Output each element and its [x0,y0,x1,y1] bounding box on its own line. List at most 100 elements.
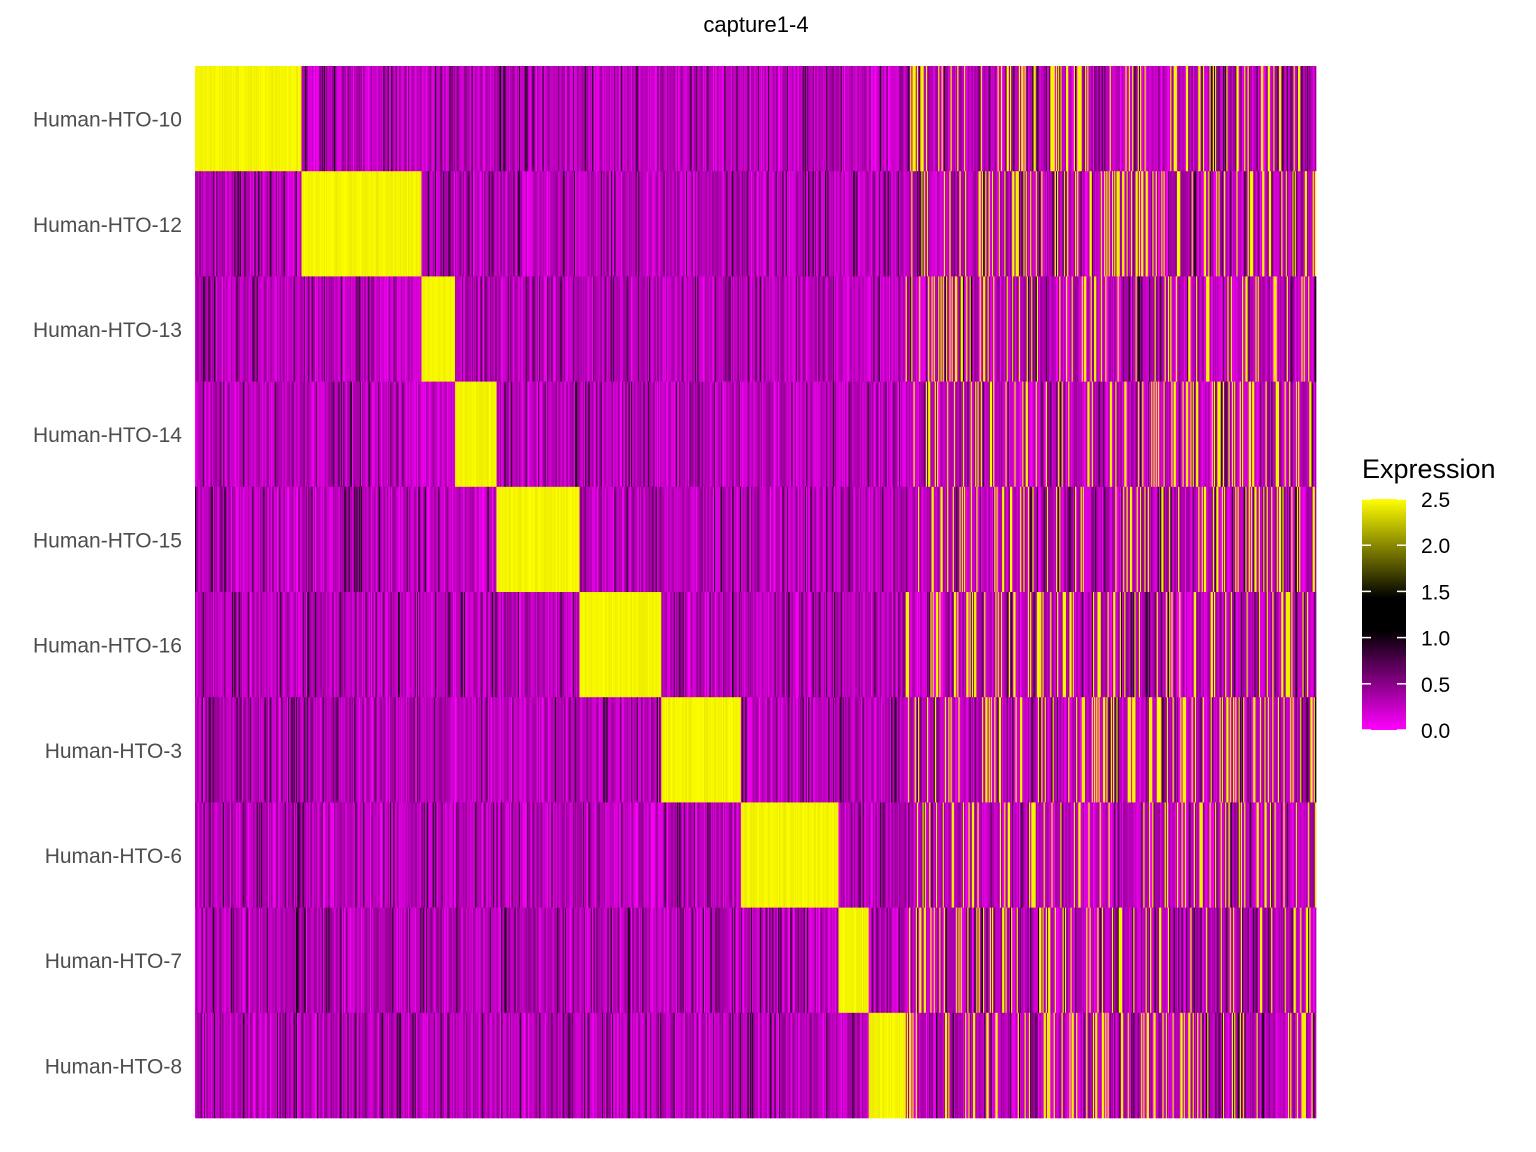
heatmap-cell [393,66,395,172]
heatmap-cell [237,276,240,382]
heatmap-cell [276,802,279,908]
heatmap-cell [266,276,269,382]
heatmap-cell [449,802,451,908]
heatmap-cell [321,171,324,277]
heatmap-column [270,66,272,1119]
heatmap-cell [374,1012,376,1119]
heatmap-cell [205,381,207,488]
heatmap-cell [218,907,221,1014]
heatmap-cell [236,1012,238,1119]
heatmap-cell [414,486,417,593]
heatmap-cell [330,276,333,382]
heatmap-cell [323,381,326,488]
heatmap-cell [390,486,392,593]
heatmap-column [227,66,229,1119]
heatmap-column [279,66,281,1119]
heatmap-cell [364,276,366,382]
heatmap-column [327,66,329,1119]
heatmap-cell [226,1012,228,1119]
heatmap-cell [410,907,412,1014]
heatmap-cell [293,276,296,382]
heatmap-cell [359,171,362,277]
heatmap-cell [375,907,377,1014]
heatmap-column [450,66,453,1119]
heatmap-cell [413,697,416,803]
heatmap-cell [353,171,355,277]
heatmap-cell [438,276,440,382]
heatmap-cell [263,171,265,277]
heatmap-cell [229,66,232,172]
heatmap-cell [270,592,272,698]
heatmap-cell [411,486,413,593]
heatmap-cell [350,697,353,803]
heatmap-cell [350,592,353,698]
heatmap-cell [220,381,223,488]
heatmap-cell [267,381,270,488]
heatmap-cell [200,1012,203,1119]
heatmap-cell [249,171,252,277]
heatmap-cell [293,907,296,1014]
heatmap-cell [411,381,413,488]
heatmap-column [263,66,265,1119]
heatmap-cell [416,592,419,698]
heatmap-column [401,66,403,1119]
heatmap-cell [360,697,363,803]
heatmap-cell [360,66,363,172]
heatmap-cell [340,802,343,908]
heatmap-column [208,66,210,1119]
heatmap-cell [436,276,438,382]
heatmap-cell [238,171,241,277]
heatmap-cell [295,592,298,698]
heatmap-cell [412,592,414,698]
heatmap-cell [205,276,207,382]
heatmap-cell [199,486,201,593]
heatmap-cell [277,592,280,698]
heatmap-cell [277,486,280,593]
heatmap-column [405,66,408,1119]
heatmap-cell [285,66,288,172]
heatmap-column [351,66,354,1119]
heatmap-cell [195,66,197,172]
heatmap-cell [425,486,428,593]
heatmap-cell [405,1012,408,1119]
heatmap-column [276,66,279,1119]
heatmap-cell [399,907,401,1014]
heatmap-cell [267,276,270,382]
heatmap-cell [434,486,437,593]
heatmap-cell [444,592,447,698]
heatmap-cell [386,66,389,172]
heatmap-cell [350,907,353,1014]
heatmap-cell [338,66,340,172]
heatmap-cell [264,1012,266,1119]
heatmap-cell [260,802,262,908]
heatmap-cell [313,907,316,1014]
heatmap-cell [266,381,269,488]
heatmap-cell [448,171,450,277]
heatmap-cell [412,486,414,593]
heatmap-cell [207,802,209,908]
heatmap-cell [395,276,398,382]
heatmap-cell [345,171,347,277]
heatmap-cell [358,802,361,908]
heatmap-cell [342,1012,345,1119]
heatmap-cell [198,697,200,803]
heatmap-cell [346,697,348,803]
heatmap-cell [301,486,303,593]
heatmap-cell [373,697,375,803]
heatmap-cell [223,486,225,593]
heatmap-cell [332,486,335,593]
heatmap-cell [219,907,222,1014]
heatmap-cell [219,276,222,382]
heatmap-cell [359,802,362,908]
heatmap-cell [195,486,197,593]
heatmap-cell [409,276,411,382]
heatmap-cell [403,907,405,1014]
heatmap-cell [446,486,448,593]
heatmap-cell [341,381,344,488]
heatmap-cell [394,802,397,908]
heatmap-column [346,66,348,1119]
heatmap-cell [322,66,325,172]
heatmap-cell [381,276,383,382]
heatmap-cell [326,276,328,382]
heatmap-cell [413,276,416,382]
